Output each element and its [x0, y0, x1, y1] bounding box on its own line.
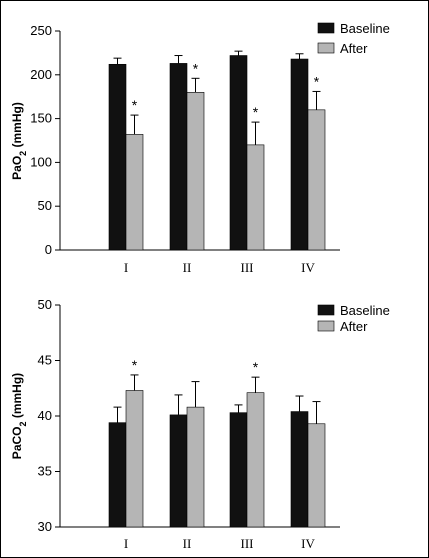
bar-baseline-I [108, 63, 127, 251]
bar-baseline-III [229, 55, 248, 251]
x-category-label: IV [301, 536, 315, 551]
legend-swatch-after [317, 42, 335, 54]
x-category-label: III [241, 536, 254, 551]
y-tick-label: 35 [38, 464, 52, 479]
x-category-label: II [183, 536, 192, 551]
legend-label-after: After [340, 41, 368, 56]
bar-after-I [125, 390, 144, 528]
y-tick-label: 30 [38, 519, 52, 534]
significance-star: * [132, 357, 138, 373]
bar-baseline-IV [290, 58, 309, 251]
x-category-label: III [241, 260, 254, 275]
x-category-label: I [124, 260, 128, 275]
x-category-label: IV [301, 260, 315, 275]
significance-star: * [314, 73, 320, 89]
bar-after-IV [307, 109, 326, 251]
bar-baseline-II [169, 63, 188, 251]
bar-baseline-I [108, 422, 127, 528]
y-axis-label: PaO2 (mmHg) [10, 102, 28, 180]
bar-after-III [246, 144, 265, 251]
significance-star: * [253, 359, 259, 375]
y-tick-label: 50 [38, 198, 52, 213]
legend-swatch-baseline [317, 22, 335, 34]
bar-baseline-II [169, 414, 188, 528]
bar-baseline-III [229, 412, 248, 528]
legend-label-baseline: Baseline [340, 303, 390, 318]
y-tick-label: 200 [30, 67, 52, 82]
significance-star: * [253, 104, 259, 120]
legend-swatch-baseline [317, 304, 335, 316]
bar-after-I [125, 134, 144, 251]
y-tick-label: 40 [38, 408, 52, 423]
y-axis-label: PaCO2 (mmHg) [10, 373, 28, 459]
legend-label-after: After [340, 319, 368, 334]
y-tick-label: 50 [38, 297, 52, 312]
significance-star: * [193, 60, 199, 76]
significance-star: * [132, 97, 138, 113]
bar-after-III [246, 392, 265, 528]
y-tick-label: 45 [38, 353, 52, 368]
bar-after-II [186, 406, 205, 528]
y-tick-label: 100 [30, 154, 52, 169]
legend-swatch-after [317, 320, 335, 332]
y-tick-label: 250 [30, 23, 52, 38]
x-category-label: I [124, 536, 128, 551]
bar-after-IV [307, 423, 326, 528]
bar-baseline-IV [290, 411, 309, 528]
bar-after-II [186, 92, 205, 251]
x-category-label: II [183, 260, 192, 275]
legend-label-baseline: Baseline [340, 21, 390, 36]
y-tick-label: 0 [45, 242, 52, 257]
y-tick-label: 150 [30, 111, 52, 126]
